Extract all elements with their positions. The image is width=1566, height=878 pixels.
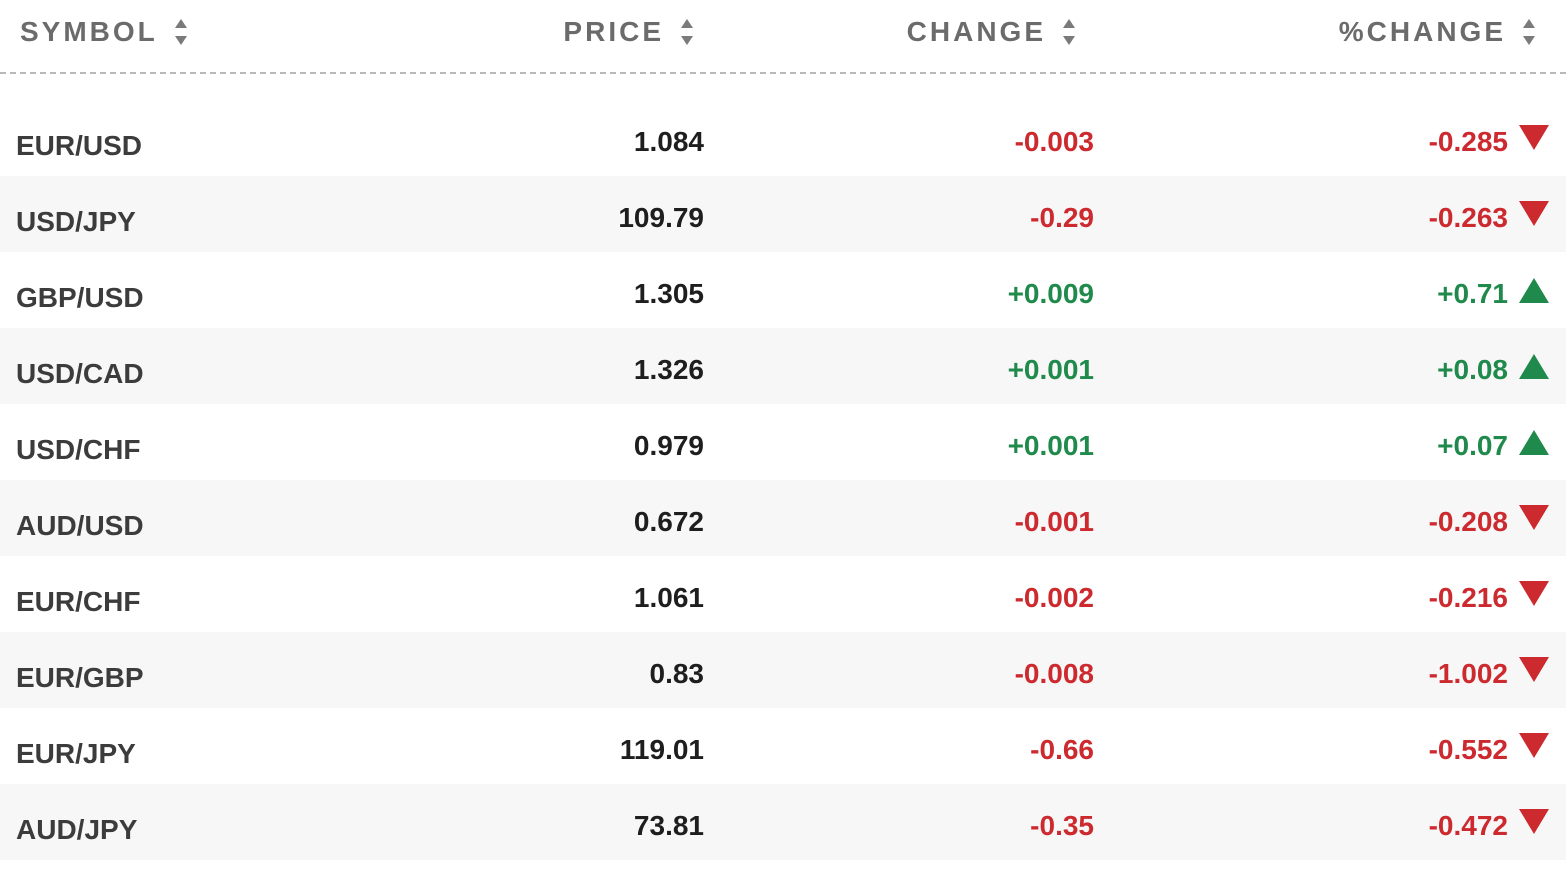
- pct-change-value: -0.208: [1428, 506, 1508, 537]
- change-value: -0.002: [1014, 582, 1094, 613]
- pct-change-value: +0.71: [1437, 278, 1508, 309]
- price-value: 0.979: [633, 430, 704, 461]
- column-header-price[interactable]: PRICE: [563, 14, 694, 50]
- price-value: 119.01: [619, 734, 704, 765]
- table-row[interactable]: USD/JPY 109.79 -0.29 -0.263: [0, 176, 1566, 252]
- change-value: +0.001: [1007, 354, 1094, 385]
- table-row[interactable]: EUR/JPY 119.01 -0.66 -0.552: [0, 708, 1566, 784]
- triangle-down-icon: [1519, 125, 1549, 150]
- sort-icon[interactable]: [1522, 17, 1536, 47]
- symbol-link[interactable]: USD/JPY: [16, 206, 136, 237]
- change-value: -0.008: [1014, 658, 1094, 689]
- change-value: -0.66: [1030, 734, 1094, 765]
- price-value: 109.79: [618, 202, 704, 233]
- symbol-link[interactable]: AUD/JPY: [16, 814, 138, 845]
- forex-quotes-table: SYMBOL PRICE CHANGE %CHANGE EUR/USD 1.08…: [0, 0, 1566, 860]
- price-value: 1.326: [633, 354, 704, 385]
- triangle-down-icon: [1519, 657, 1549, 682]
- symbol-link[interactable]: USD/CHF: [16, 434, 141, 465]
- column-header-symbol-label: SYMBOL: [20, 16, 158, 47]
- pct-change-value: -1.002: [1428, 658, 1508, 689]
- symbol-link[interactable]: EUR/GBP: [16, 662, 144, 693]
- table-row[interactable]: GBP/USD 1.305 +0.009 +0.71: [0, 252, 1566, 328]
- change-value: +0.001: [1007, 430, 1094, 461]
- symbol-link[interactable]: EUR/JPY: [16, 738, 136, 769]
- triangle-down-icon: [1519, 809, 1549, 834]
- price-value: 1.084: [633, 126, 704, 157]
- pct-change-value: -0.216: [1428, 582, 1508, 613]
- symbol-link[interactable]: USD/CAD: [16, 358, 144, 389]
- symbol-link[interactable]: EUR/CHF: [16, 586, 141, 617]
- column-header-price-label: PRICE: [563, 16, 664, 47]
- pct-change-value: -0.285: [1428, 126, 1508, 157]
- triangle-up-icon: [1519, 430, 1549, 455]
- pct-change-value: -0.263: [1428, 202, 1508, 233]
- pct-change-value: -0.472: [1428, 810, 1508, 841]
- triangle-down-icon: [1519, 505, 1549, 530]
- pct-change-value: -0.552: [1428, 734, 1508, 765]
- triangle-down-icon: [1519, 581, 1549, 606]
- table-body: EUR/USD 1.084 -0.003 -0.285 USD/JPY 109.…: [0, 100, 1566, 860]
- symbol-link[interactable]: EUR/USD: [16, 130, 143, 161]
- column-header-change[interactable]: CHANGE: [907, 14, 1076, 50]
- change-value: -0.29: [1030, 202, 1094, 233]
- table-row[interactable]: EUR/GBP 0.83 -0.008 -1.002: [0, 632, 1566, 708]
- table-row[interactable]: AUD/JPY 73.81 -0.35 -0.472: [0, 784, 1566, 860]
- table-row[interactable]: USD/CAD 1.326 +0.001 +0.08: [0, 328, 1566, 404]
- triangle-down-icon: [1519, 733, 1549, 758]
- triangle-down-icon: [1519, 201, 1549, 226]
- price-value: 0.672: [633, 506, 704, 537]
- pct-change-value: +0.07: [1437, 430, 1508, 461]
- sort-icon[interactable]: [174, 17, 188, 47]
- price-value: 1.061: [633, 582, 704, 613]
- symbol-link[interactable]: AUD/USD: [16, 510, 144, 541]
- column-header-change-label: CHANGE: [906, 16, 1046, 47]
- symbol-link[interactable]: GBP/USD: [16, 282, 144, 313]
- sort-icon[interactable]: [680, 17, 694, 47]
- triangle-up-icon: [1519, 278, 1549, 303]
- table-row[interactable]: AUD/USD 0.672 -0.001 -0.208: [0, 480, 1566, 556]
- change-value: -0.001: [1014, 506, 1094, 537]
- pct-change-value: +0.08: [1437, 354, 1508, 385]
- change-value: +0.009: [1007, 278, 1094, 309]
- change-value: -0.35: [1030, 810, 1094, 841]
- triangle-up-icon: [1519, 354, 1549, 379]
- price-value: 1.305: [633, 278, 704, 309]
- column-header-pct-change[interactable]: %CHANGE: [1339, 14, 1536, 50]
- column-header-symbol[interactable]: SYMBOL: [20, 14, 188, 50]
- price-value: 0.83: [649, 658, 705, 689]
- table-row[interactable]: EUR/CHF 1.061 -0.002 -0.216: [0, 556, 1566, 632]
- price-value: 73.81: [633, 810, 704, 841]
- sort-icon[interactable]: [1062, 17, 1076, 47]
- table-row[interactable]: EUR/USD 1.084 -0.003 -0.285: [0, 100, 1566, 176]
- column-header-pct-change-label: %CHANGE: [1338, 16, 1506, 47]
- table-row[interactable]: USD/CHF 0.979 +0.001 +0.07: [0, 404, 1566, 480]
- change-value: -0.003: [1014, 126, 1094, 157]
- table-header: SYMBOL PRICE CHANGE %CHANGE: [0, 0, 1566, 74]
